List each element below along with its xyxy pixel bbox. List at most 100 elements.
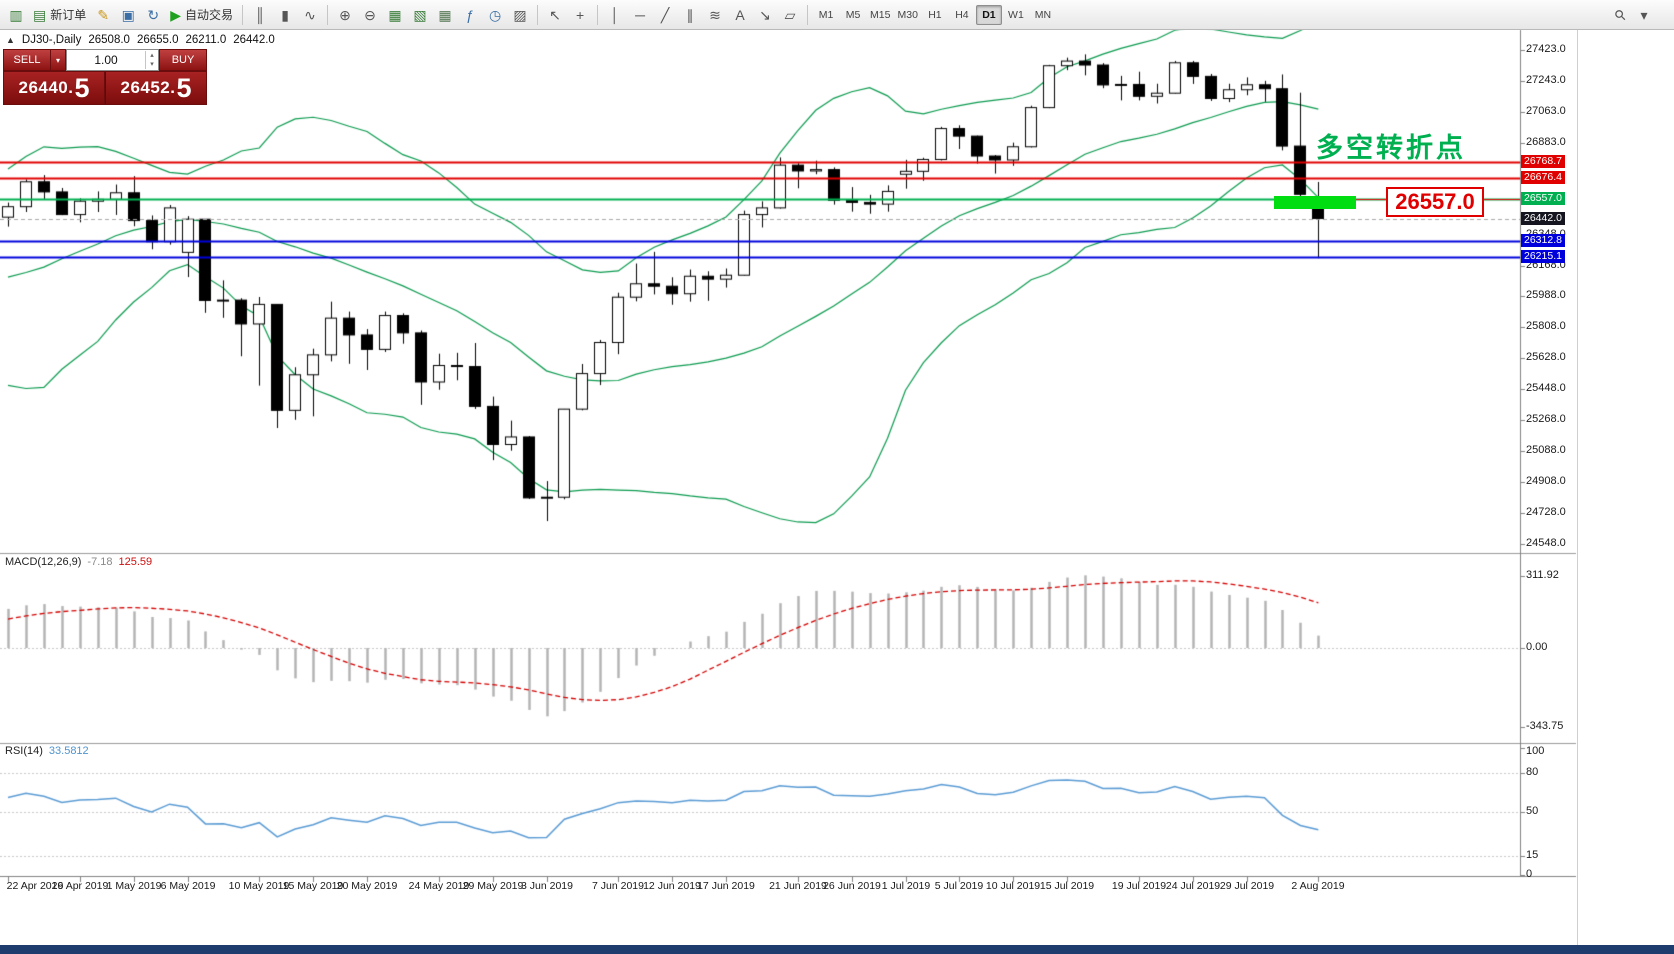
spinner-up-icon[interactable]: ▴	[150, 52, 154, 59]
volume-dropdown-button[interactable]: ▾	[51, 49, 66, 71]
new-order-icon: ▤	[33, 6, 47, 23]
sell-price-panel[interactable]: 26440. 5	[3, 71, 105, 105]
tile-windows-button[interactable]: ▦	[383, 3, 407, 27]
timeframe-h1-button[interactable]: H1	[928, 8, 942, 21]
line-chart-button[interactable]: ∿	[298, 3, 322, 27]
templates-icon: ▨	[513, 6, 527, 23]
zoom-in-button[interactable]: ⊕	[333, 3, 357, 27]
timeframe-d1-button[interactable]: D1	[975, 4, 1002, 25]
chart-title: ▲ DJ30-,Daily 26508.0 26655.0 26211.0 26…	[6, 34, 275, 46]
pencil-button[interactable]: ✎	[91, 3, 115, 27]
refresh-button[interactable]: ↻	[141, 3, 165, 27]
timeframe-w1-button[interactable]: W1	[1008, 8, 1024, 21]
fibonacci-icon: ≋	[709, 6, 721, 23]
sell-price-last-digit: 5	[74, 72, 90, 103]
horizontal-line-button[interactable]: ─	[628, 3, 652, 27]
trendline-button[interactable]: ╱	[653, 3, 677, 27]
rsi-indicator-label: RSI(14) 33.5812	[5, 745, 89, 757]
chart-high-value: 26655.0	[136, 34, 179, 46]
periods-icon: ◷	[488, 6, 502, 23]
timeframe-m1-button[interactable]: M1	[818, 8, 834, 21]
search-button[interactable]: ⚲	[1608, 3, 1632, 27]
chart-window-button[interactable]: ▥	[4, 3, 28, 27]
spinner-down-icon[interactable]: ▾	[150, 61, 154, 68]
indicators-icon: ƒ	[466, 6, 474, 23]
autotrade-play-button-label: 自动交易	[185, 8, 234, 22]
right-empty-panel	[1577, 30, 1674, 945]
pencil-icon: ✎	[97, 6, 110, 23]
trendline-icon: ╱	[660, 6, 670, 23]
window-menu-icon: ▾	[1640, 6, 1648, 23]
timeframe-mn-button[interactable]: MN	[1034, 8, 1052, 21]
grid-button[interactable]: ▦	[433, 3, 457, 27]
candlestick-icon: ▮	[281, 6, 289, 23]
new-order-button-label: 新订单	[50, 8, 87, 22]
auto-arrange-icon: ▧	[413, 6, 427, 23]
chart-window-icon: ▥	[9, 6, 23, 23]
window-menu-button[interactable]: ▾	[1632, 3, 1656, 27]
toolbar-separator	[807, 4, 809, 25]
toolbar-separator	[242, 4, 244, 25]
price-callout-box: 26557.0	[1386, 187, 1484, 217]
candlestick-button[interactable]: ▮	[273, 3, 297, 27]
profile-button[interactable]: ▣	[116, 3, 140, 27]
horizontal-line-icon: ─	[635, 6, 645, 23]
autotrade-play-button[interactable]: ▶ 自动交易	[166, 3, 237, 27]
chevron-down-icon: ▾	[55, 55, 60, 65]
line-chart-icon: ∿	[304, 6, 316, 23]
crosshair-button[interactable]: +	[568, 3, 592, 27]
toolbar-separator	[597, 4, 599, 25]
grid-icon: ▦	[438, 6, 452, 23]
volume-spinner[interactable]: ▴ ▾	[145, 51, 158, 69]
crosshair-icon: +	[575, 6, 585, 23]
sell-button[interactable]: SELL	[3, 49, 51, 71]
buy-button[interactable]: BUY	[159, 49, 207, 71]
one-click-toggle-icon[interactable]: ▲	[6, 35, 15, 45]
toolbar-separator	[537, 4, 539, 25]
profile-icon: ▣	[121, 6, 135, 23]
fibonacci-button[interactable]: ≋	[703, 3, 727, 27]
shapes-icon: ▱	[784, 6, 796, 23]
sell-price: 26440.	[18, 78, 74, 97]
buy-price-panel[interactable]: 26452. 5	[105, 71, 207, 105]
templates-button[interactable]: ▨	[508, 3, 532, 27]
highlight-rectangle	[1274, 196, 1356, 209]
chart-open-value: 26508.0	[88, 34, 130, 46]
rsi-value: 33.5812	[48, 745, 89, 757]
buy-price: 26452.	[120, 78, 176, 97]
macd-label-text: MACD(12,26,9)	[5, 556, 82, 568]
bar-chart-icon: ║	[255, 6, 265, 23]
tile-windows-icon: ▦	[388, 6, 402, 23]
channel-icon: ∥	[686, 6, 694, 23]
arrow-tool-button[interactable]: ↘	[753, 3, 777, 27]
bar-chart-button[interactable]: ║	[248, 3, 272, 27]
chart-close-value: 26442.0	[233, 34, 275, 46]
zoom-out-button[interactable]: ⊖	[358, 3, 382, 27]
shapes-button[interactable]: ▱	[778, 3, 802, 27]
vertical-line-icon: │	[610, 6, 620, 23]
cursor-icon: ↖	[549, 6, 561, 23]
one-click-trading-panel: SELL ▾ 1.00 ▴ ▾ BUY 26440. 5 26452. 5	[3, 49, 207, 105]
text-label-button[interactable]: A	[728, 3, 752, 27]
turning-point-annotation: 多空转折点	[1316, 133, 1466, 163]
timeframe-m30-button[interactable]: M30	[897, 8, 918, 21]
timeframe-h4-button[interactable]: H4	[955, 8, 969, 21]
volume-value: 1.00	[94, 53, 118, 67]
auto-arrange-button[interactable]: ▧	[408, 3, 432, 27]
cursor-button[interactable]: ↖	[543, 3, 567, 27]
timeframe-m5-button[interactable]: M5	[845, 8, 861, 21]
channel-button[interactable]: ∥	[678, 3, 702, 27]
new-order-button[interactable]: ▤ 新订单	[29, 3, 90, 27]
timeframe-m15-button[interactable]: M15	[870, 8, 891, 21]
rsi-label-text: RSI(14)	[5, 745, 43, 757]
toolbar: ▥ ▤ 新订单 ✎ ▣ ↻ ▶ 自动交易 ║ ▮ ∿ ⊕ ⊖ ▦ ▧ ▦ ƒ ◷ ▨ ↖ + │ ─ ╱ ∥ ≋ A ↘ ▱ M1 M5 M1…	[0, 0, 1674, 30]
zoom-out-icon: ⊖	[364, 6, 376, 23]
volume-field[interactable]: 1.00 ▴ ▾	[66, 49, 159, 71]
indicators-button[interactable]: ƒ	[458, 3, 482, 27]
refresh-icon: ↻	[147, 6, 160, 23]
vertical-line-button[interactable]: │	[603, 3, 627, 27]
toolbar-separator	[327, 4, 329, 25]
periods-button[interactable]: ◷	[483, 3, 507, 27]
